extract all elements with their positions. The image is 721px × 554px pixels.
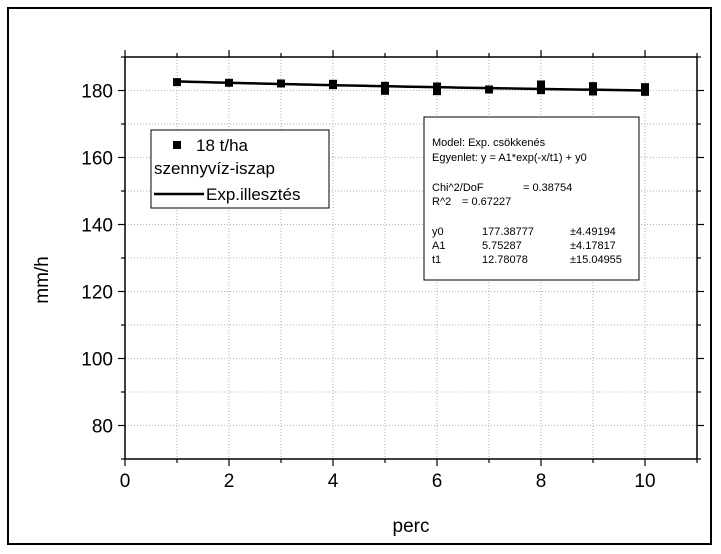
info-param-value: 5.75287 <box>482 240 522 252</box>
data-point <box>433 82 441 91</box>
data-point <box>641 87 649 96</box>
data-point <box>225 78 233 87</box>
data-point <box>537 86 545 95</box>
info-box-border <box>423 116 640 281</box>
y-tick-label: 80 <box>92 417 113 438</box>
data-point <box>329 81 337 90</box>
data-point <box>589 82 597 91</box>
data-point <box>173 78 181 87</box>
info-param-name: t1 <box>432 254 441 266</box>
y-tick-label: 100 <box>81 350 113 371</box>
legend: 18 t/ha szennyvíz-iszap Exp.illesztés <box>150 129 330 209</box>
data-point <box>277 79 285 88</box>
legend-fit-label: Exp.illesztés <box>206 185 300 204</box>
y-tick-label: 180 <box>81 82 113 103</box>
data-point <box>381 81 389 90</box>
data-point <box>381 86 389 95</box>
y-tick-label: 140 <box>81 216 113 237</box>
info-param-value: 177.38777 <box>482 226 534 238</box>
x-tick-label: 8 <box>536 471 547 492</box>
data-point <box>485 85 493 94</box>
info-equation: Egyenlet: y = A1*exp(-x/t1) + y0 <box>432 152 587 164</box>
data-point <box>589 87 597 96</box>
info-model: Model: Exp. csökkenés <box>432 137 546 149</box>
data-points <box>173 78 649 96</box>
x-tick-label: 10 <box>634 471 655 492</box>
axis-ticks: 0 2 4 6 8 10 80 100 120 140 160 180 <box>81 50 704 492</box>
info-chi-label: Chi^2/DoF <box>432 182 484 194</box>
data-point <box>641 83 649 92</box>
data-point <box>433 87 441 96</box>
info-param-name: A1 <box>432 240 445 252</box>
info-param-name: y0 <box>432 226 444 238</box>
x-tick-label: 4 <box>328 471 339 492</box>
info-chi-value: = 0.38754 <box>523 182 572 194</box>
info-r2-value: = 0.67227 <box>462 196 511 208</box>
x-tick-label: 0 <box>120 471 131 492</box>
info-param-error: ±4.49194 <box>570 226 616 238</box>
fit-curve <box>176 80 646 92</box>
data-point <box>537 80 545 89</box>
info-param-error: ±4.17817 <box>570 240 616 252</box>
y-tick-label: 160 <box>81 149 113 170</box>
legend-marker-square <box>173 141 181 149</box>
legend-series-label: 18 t/ha <box>196 136 249 155</box>
fit-layer <box>176 80 646 92</box>
info-param-value: 12.78078 <box>482 254 528 266</box>
x-tick-label: 2 <box>224 471 235 492</box>
x-axis-label: perc <box>393 516 430 537</box>
info-param-error: ±15.04955 <box>570 254 622 266</box>
fit-info-box: Model: Exp. csökkenés Egyenlet: y = A1*e… <box>423 116 640 281</box>
x-tick-label: 6 <box>432 471 443 492</box>
y-axis-label: mm/h <box>32 256 53 304</box>
legend-series-label-2: szennyvíz-iszap <box>154 159 275 178</box>
y-tick-label: 120 <box>81 283 113 304</box>
info-r2-label: R^2 <box>432 196 451 208</box>
